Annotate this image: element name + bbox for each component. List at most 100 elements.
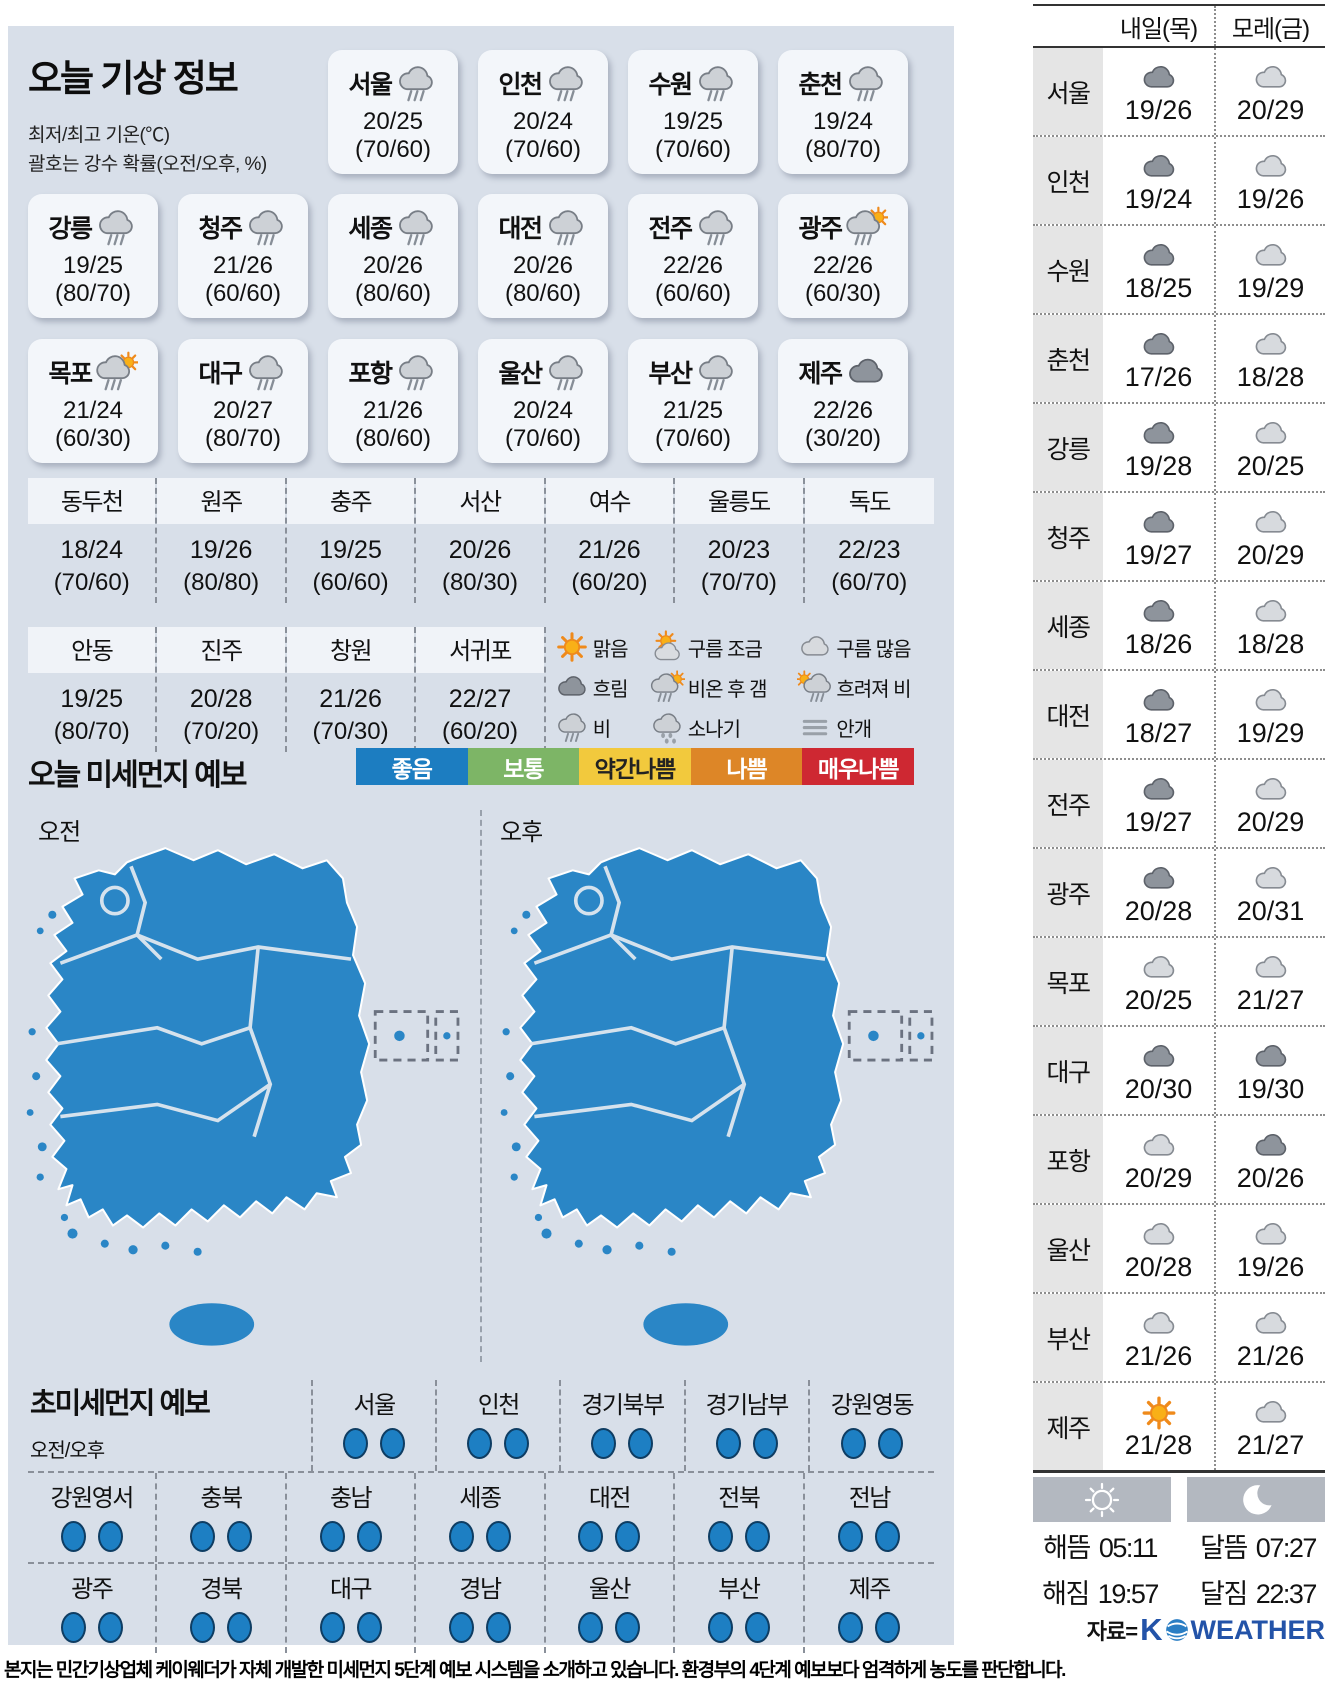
cloud-dark-icon <box>1137 147 1181 187</box>
pm-dot <box>744 1521 770 1552</box>
temp-low-high: 19/25 <box>62 252 124 279</box>
kweather-logo: K WEATHER <box>1140 1612 1325 1648</box>
temp-low-high: 20/24 <box>512 397 574 424</box>
region-name: 전남 <box>848 1485 892 1512</box>
tomorrow-cell: 17/26 <box>1103 315 1214 402</box>
tomorrow-cell: 21/28 <box>1103 1383 1214 1470</box>
weather-card-강릉: 강릉 19/25 (80/70) <box>28 194 158 318</box>
forecast-row-포항: 포항 20/29 20/26 <box>1033 1116 1325 1205</box>
am-dot <box>578 1612 604 1643</box>
temp-low-high: 19/25 <box>60 685 123 713</box>
precip-prob: (60/70) <box>831 569 908 596</box>
day-after-cell: 19/29 <box>1214 671 1325 758</box>
cloud-light-icon <box>1249 58 1293 98</box>
sun-times: 해뜸 05:11 해짐 19:57 <box>1026 1526 1174 1618</box>
forecast-header: 내일(목) 모레(금) <box>1033 4 1325 48</box>
ultrafine-title: 초미세먼지 예보 <box>30 1388 211 1420</box>
moonrise-time: 07:27 <box>1255 1533 1318 1563</box>
ultrafine-cell-경기남부: 경기남부 <box>686 1380 810 1471</box>
ultrafine-cell-전남: 전남 <box>805 1473 934 1562</box>
cloud-light-icon <box>1249 859 1293 899</box>
card-title-line: 강릉 <box>48 204 137 250</box>
temp-low-high: 19/26 <box>1236 183 1305 214</box>
am-dot <box>60 1612 86 1643</box>
cloud-light-icon <box>1249 236 1293 276</box>
legend-item-fog: 안개 <box>797 707 934 747</box>
pm-dot <box>97 1521 123 1552</box>
temp-low-high: 21/27 <box>1236 984 1305 1015</box>
legend-item-sun: 맑음 <box>554 627 649 667</box>
region-table-row-2: 안동 19/25 (80/70) 진주 20/28 (70/20) 창원 21/26 (70/3… <box>28 627 934 752</box>
tomorrow-cell: 19/28 <box>1103 404 1214 491</box>
cloud-dark-icon <box>1137 859 1181 899</box>
temp-low-high: 19/26 <box>1236 1251 1305 1282</box>
pm-dot <box>744 1612 770 1643</box>
am-dot <box>467 1428 493 1459</box>
ultrafine-cell-강원영서: 강원영서 <box>28 1473 158 1562</box>
weather-card-부산: 부산 21/25 (70/60) <box>628 339 758 463</box>
city-name: 부산 <box>648 360 693 388</box>
cloud-dark-icon <box>1137 325 1181 365</box>
forecast-row-청주: 청주 19/27 20/29 <box>1033 493 1325 582</box>
temp-low-high: 21/27 <box>1236 1429 1305 1460</box>
card-title-line: 서울 <box>348 60 437 106</box>
pm-dot <box>877 1428 903 1459</box>
forecast-row-전주: 전주 19/27 20/29 <box>1033 760 1325 849</box>
sun-icon <box>1137 1393 1181 1433</box>
rain-sun-icon <box>844 205 888 249</box>
sun-icon <box>554 629 590 665</box>
temp-low-high: 18/26 <box>1124 628 1193 659</box>
day-after-cell: 21/27 <box>1214 938 1325 1025</box>
ultrafine-cell-전북: 전북 <box>675 1473 805 1562</box>
rain-icon <box>844 61 888 105</box>
temp-low-high: 21/26 <box>212 252 274 279</box>
day-after-cell: 20/26 <box>1214 1116 1325 1203</box>
pm-dot <box>504 1428 530 1459</box>
temp-low-high: 21/26 <box>578 536 641 564</box>
page-header: 오늘 기상 정보 최저/최고 기온(℃) 괄호는 강수 확률(오전/오후, %) <box>28 48 267 179</box>
rain-icon <box>244 205 288 249</box>
pm-dot <box>356 1612 382 1643</box>
precip-prob: (70/60) <box>504 425 582 452</box>
day-after-cell: 19/30 <box>1214 1027 1325 1114</box>
city-name: 강릉 <box>1033 404 1103 491</box>
pm-dot <box>97 1612 123 1643</box>
weather-card-청주: 청주 21/26 (60/60) <box>178 194 308 318</box>
forecast-row-수원: 수원 18/25 19/29 <box>1033 226 1325 315</box>
precip-prob: (70/60) <box>53 569 130 596</box>
weather-card-목포: 목포 21/24 (60/30) <box>28 339 158 463</box>
left-weather-panel: 오늘 기상 정보 최저/최고 기온(℃) 괄호는 강수 확률(오전/오후, %)… <box>8 26 954 1653</box>
ultrafine-cell-강원영동: 강원영동 <box>810 1380 934 1471</box>
dust-dots <box>28 1521 155 1552</box>
weather-card-수원: 수원 19/25 (70/60) <box>628 50 758 174</box>
day-after-cell: 20/29 <box>1214 48 1325 135</box>
tomorrow-cell: 20/28 <box>1103 1205 1214 1292</box>
am-dot <box>190 1612 216 1643</box>
ultrafine-title-cell: 초미세먼지 예보 오전/오후 <box>28 1380 313 1471</box>
map-am-label: 오전 <box>38 819 81 846</box>
city-name: 제주 <box>798 360 843 388</box>
city-name: 대전 <box>1033 671 1103 758</box>
city-name: 목포 <box>48 360 93 388</box>
temp-low-high: 20/26 <box>1236 1162 1305 1193</box>
precip-prob: (70/60) <box>504 136 582 163</box>
data-source: 자료= K WEATHER <box>1087 1612 1325 1648</box>
forecast-row-제주: 제주 21/28 21/27 <box>1033 1383 1325 1470</box>
pm-dot <box>227 1521 253 1552</box>
tomorrow-cell: 20/28 <box>1103 849 1214 936</box>
card-title-line: 포항 <box>348 349 437 395</box>
cloud-dark-icon <box>1249 1037 1293 1077</box>
am-dot <box>319 1521 345 1552</box>
dust-dots <box>416 1521 543 1552</box>
card-title-line: 목포 <box>48 349 138 395</box>
sunrise-label: 해뜸 <box>1043 1533 1091 1563</box>
day-after-cell: 20/29 <box>1214 760 1325 847</box>
region-name: 여수 <box>545 478 674 524</box>
dust-level-매우나쁨: 매우나쁨 <box>802 748 914 785</box>
forecast-row-광주: 광주 20/28 20/31 <box>1033 849 1325 938</box>
region-name: 서울 <box>353 1392 397 1419</box>
temp-low-high: 21/26 <box>1236 1340 1305 1371</box>
forecast-row-울산: 울산 20/28 19/26 <box>1033 1205 1325 1294</box>
dust-level-scale: 좋음 보통 약간나쁨 나쁨 매우나쁨 <box>356 748 914 785</box>
card-title-line: 세종 <box>348 204 437 250</box>
